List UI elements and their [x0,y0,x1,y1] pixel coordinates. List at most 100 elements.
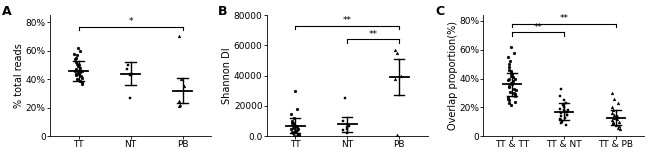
Point [607,119,618,122]
Y-axis label: % total reads: % total reads [14,43,24,108]
Point [562,109,573,112]
Point [506,74,517,77]
Point [556,87,566,90]
Point [127,72,138,75]
Point [176,78,186,80]
Point [344,124,354,127]
Point [125,72,135,75]
Point [289,117,299,119]
Point [508,76,519,78]
Point [125,97,136,99]
Point [77,77,88,79]
Point [341,126,352,128]
Point [560,102,571,104]
Text: **: ** [369,30,378,39]
Point [174,105,184,108]
Point [609,113,619,116]
Point [510,100,520,103]
Point [72,62,83,65]
Point [287,121,297,124]
Point [504,84,514,87]
Point [287,127,298,129]
Point [510,77,520,80]
Point [293,127,304,130]
Point [506,103,517,106]
Point [556,119,566,122]
Point [289,130,300,132]
Point [73,47,83,49]
Point [558,109,569,112]
Point [77,69,87,72]
Point [612,115,623,117]
Text: *: * [128,17,133,26]
Point [506,70,516,73]
Point [608,121,618,123]
Point [287,122,298,125]
Text: B: B [218,5,228,18]
Point [504,69,515,71]
Point [342,132,352,135]
Point [502,56,513,58]
Point [396,74,406,77]
Point [606,106,617,109]
Point [504,77,515,80]
Point [77,81,87,83]
Point [511,89,521,91]
Point [75,80,85,82]
Point [614,121,624,123]
Point [614,128,625,130]
Point [339,97,350,100]
Point [125,74,135,76]
Point [76,75,86,78]
Point [289,124,300,126]
Point [560,111,571,113]
Point [608,109,619,112]
Point [291,131,301,133]
Point [289,123,299,125]
Point [504,86,515,89]
Point [174,99,184,102]
Point [613,126,623,129]
Point [504,63,514,65]
Point [607,92,618,94]
Point [174,35,184,38]
Point [291,124,301,127]
Point [507,83,517,86]
Point [504,99,514,102]
Point [75,71,85,73]
Point [556,112,566,114]
Point [292,108,302,110]
Point [556,115,566,117]
Point [562,111,572,113]
Point [509,87,519,90]
Point [338,120,348,122]
Point [609,116,619,119]
Point [72,54,82,56]
Point [287,132,298,135]
Point [292,133,303,135]
Point [291,129,302,131]
Point [558,99,569,102]
Point [506,46,517,48]
Point [505,90,515,93]
Point [289,90,300,92]
Point [75,49,86,52]
Point [338,129,348,131]
Point [292,135,302,137]
Point [289,134,299,137]
Point [342,123,352,125]
Point [614,125,624,127]
Point [506,72,516,74]
Point [70,69,80,72]
Point [508,51,519,54]
Point [73,64,84,66]
Point [556,122,566,124]
Point [286,112,296,115]
Point [70,72,81,75]
Point [73,71,83,73]
Point [554,95,565,97]
Point [175,104,185,106]
Point [73,64,83,66]
Point [71,61,81,63]
Point [507,73,517,75]
